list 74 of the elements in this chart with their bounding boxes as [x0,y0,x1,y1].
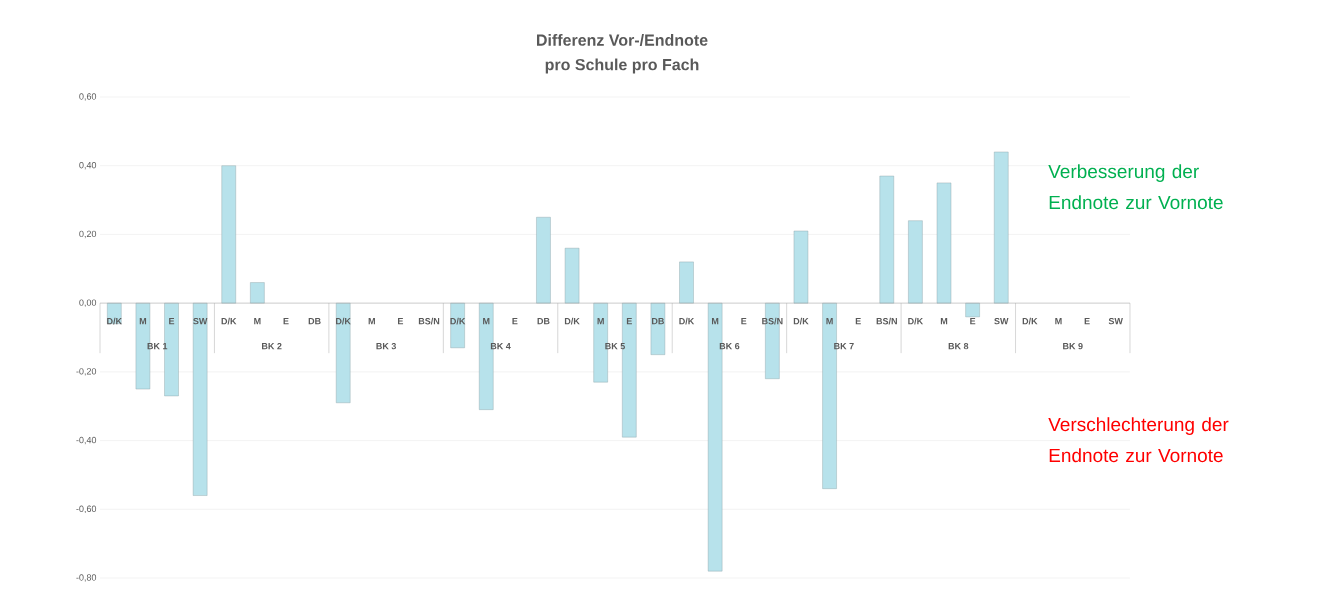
bar [650,302,666,355]
x-tick-label: M [826,318,833,325]
x-tick-label: M [483,318,490,325]
y-tick-label: -0,80 [76,574,97,582]
bar [221,165,236,304]
x-tick-label: BS/N [876,317,897,325]
y-tick-label: 0,00 [79,299,97,307]
chart-title: Differenz Vor-/Endnote [537,34,708,46]
x-tick-label: DB [652,318,664,325]
x-tick-label: E [512,318,518,325]
annotation: Verbesserung der Endnote zur Vornote [1048,164,1223,210]
x-tick-label: E [626,318,632,325]
bar [164,302,179,397]
annotation: BK 9 [1063,342,1083,350]
x-tick-label: D/K [679,317,695,325]
y-tick-label: 0,20 [79,230,97,239]
x-tick-label: BS/N [418,317,440,325]
bar [450,302,465,349]
x-tick-label: D/K [107,317,122,325]
x-tick-label: M [139,318,147,325]
annotation: BK 4 [490,343,511,350]
bar [622,302,637,438]
x-tick-label: E [741,318,747,325]
bar [335,302,351,403]
annotation: BK 5 [605,343,625,350]
y-tick-label: 0,40 [79,161,97,170]
annotation: BK 1 [147,343,168,350]
bar [908,220,923,304]
x-tick-label: BS/N [762,317,783,325]
x-tick-label: M [597,318,604,325]
x-tick-label: D/K [793,317,809,325]
y-tick-label: 0,60 [79,93,97,101]
bar [994,151,1009,304]
y-tick-label: -0,60 [76,505,97,513]
x-tick-label: M [1055,318,1062,325]
annotation: BK 7 [834,343,854,350]
x-tick-label: D/K [336,317,351,325]
y-tick-label: -0,20 [76,368,97,376]
bar [679,261,694,304]
annotation: Verschlechterung der Endnote zur Vornote [1048,417,1229,463]
bar [192,302,208,496]
x-tick-label: E [855,318,861,325]
x-tick-label: M [711,318,719,325]
bar [936,182,952,304]
annotation: BK 6 [719,342,740,350]
x-tick-label: M [254,318,261,325]
bar [250,282,265,304]
bar [879,175,894,304]
x-tick-label: D/K [564,317,580,325]
bar [965,302,980,318]
x-tick-label: E [970,318,976,325]
x-tick-label: D/K [221,317,237,325]
chart-subtitle: pro Schule pro Fach [545,58,699,74]
annotation: BK 8 [948,342,969,350]
bar [793,230,809,304]
x-tick-label: D/K [450,317,466,325]
x-tick-label: E [283,318,289,325]
x-tick-label: SW [1108,317,1123,325]
x-tick-label: M [368,318,375,325]
annotation: BK 3 [376,342,397,350]
x-tick-label: DB [537,318,550,325]
x-tick-label: E [169,318,175,325]
y-tick-label: -0,40 [76,436,97,445]
x-tick-label: D/K [1022,317,1038,325]
x-tick-label: M [940,318,948,325]
x-tick-label: D/K [908,317,924,325]
x-tick-label: SW [994,317,1009,325]
x-tick-label: SW [193,317,208,325]
annotation: BK 2 [262,343,282,350]
x-tick-label: E [1084,318,1090,325]
bar [564,247,580,304]
x-tick-label: DB [308,318,321,325]
x-tick-label: E [398,318,404,325]
bar [536,217,551,304]
